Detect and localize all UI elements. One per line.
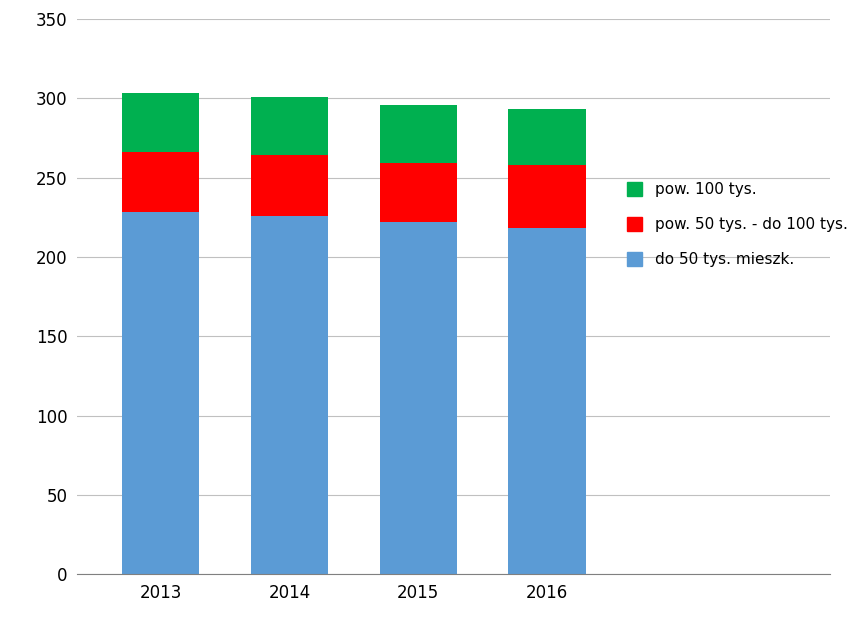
Bar [251,216,328,574]
Bar [380,222,457,574]
Bar [380,105,457,163]
Bar [380,163,457,222]
Bar [122,213,199,574]
Bar [251,155,328,216]
Bar [122,152,199,213]
Bar [122,93,199,152]
Bar [508,109,586,165]
Bar [508,228,586,574]
Bar [251,97,328,155]
Legend: pow. 100 tys., pow. 50 tys. - do 100 tys., do 50 tys. mieszk.: pow. 100 tys., pow. 50 tys. - do 100 tys… [627,182,847,267]
Bar [508,165,586,228]
